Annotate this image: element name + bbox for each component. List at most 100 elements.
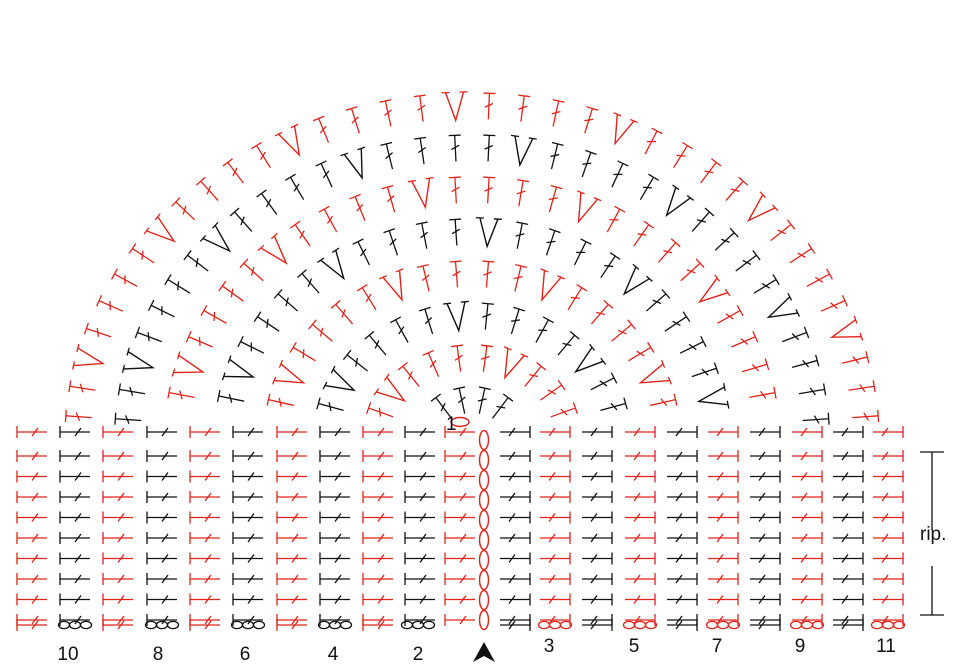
stitch-stem: [673, 145, 688, 168]
dc-stitch: [418, 306, 434, 335]
stitch-stem: [312, 323, 333, 342]
dc-stitch: [102, 614, 133, 626]
stitch-bar: [385, 152, 393, 159]
dc-stitch: [189, 491, 220, 503]
stitch-stem: [485, 261, 490, 288]
stitch-bar: [387, 195, 395, 203]
stitch-bar: [322, 170, 330, 179]
stitch-stem: [65, 415, 92, 419]
stitch-top: [617, 160, 629, 167]
dc-stitch: [59, 450, 90, 462]
dc-stitch: [625, 450, 656, 462]
dc-stitch: [404, 573, 435, 585]
stitch-bar: [161, 574, 169, 584]
stitch-stem: [611, 323, 632, 342]
stitch-bar: [307, 278, 313, 287]
dc-stitch: [750, 470, 781, 483]
v-shape: [324, 368, 357, 392]
stitch-top: [227, 355, 232, 364]
stitch-bar: [334, 451, 342, 461]
stitch-bar: [291, 595, 299, 604]
dc-stitch: [444, 450, 475, 462]
stitch-stem: [289, 176, 305, 200]
chain-oval: [789, 620, 803, 630]
stitch-bar: [419, 451, 427, 461]
stitch-top: [272, 376, 277, 385]
v-shape: [73, 347, 106, 367]
dc-stitch: [667, 552, 698, 565]
dc-stitch: [708, 614, 739, 626]
stitch-top: [557, 275, 566, 280]
stitch-bar: [548, 554, 556, 563]
stitch-top: [481, 302, 494, 305]
stitch-stem: [691, 367, 717, 378]
dc-stitch: [833, 573, 864, 585]
dc-stitch: [600, 252, 621, 279]
stitch-top: [270, 232, 278, 240]
dc-stitch: [873, 552, 904, 565]
stitch-stem: [260, 193, 278, 215]
stitch-bar: [652, 299, 662, 305]
stitch-bar: [334, 492, 342, 502]
stitch-top: [630, 118, 638, 124]
stitch-bar: [31, 595, 39, 604]
v-shape: [123, 351, 156, 370]
dc-stitch: [717, 305, 744, 324]
stitch-stem: [395, 319, 409, 343]
dc-stitch: [16, 450, 47, 462]
stitch-bar: [852, 356, 860, 364]
stitch-bar: [547, 389, 557, 395]
stitch-top: [117, 383, 122, 396]
stitch-top: [648, 173, 660, 181]
stitch-bar: [31, 492, 39, 502]
dc-stitch: [319, 573, 350, 585]
stitch-top: [71, 361, 76, 370]
dc-stitch: [667, 511, 698, 524]
dc-stitch: [540, 552, 571, 565]
stitch-bar: [161, 554, 169, 563]
dc-stitch: [200, 305, 227, 324]
stitch-top: [483, 176, 496, 179]
dc-stitch: [147, 299, 175, 318]
stitch-bar: [334, 554, 342, 563]
dc-stitch: [750, 511, 781, 524]
stitch-top: [183, 250, 192, 261]
stitch-bar: [881, 472, 889, 481]
stitch-bar: [291, 472, 299, 481]
stitch-bar: [758, 492, 766, 502]
stitch-bar: [637, 233, 647, 236]
dc-stitch: [453, 386, 466, 414]
stitch-bar: [206, 185, 212, 195]
stitch-bar: [354, 357, 359, 367]
stitch-bar: [204, 595, 212, 604]
dc-stitch: [183, 250, 209, 272]
stitch-bar: [758, 554, 766, 563]
stitch-bar: [686, 269, 696, 274]
chain-oval: [622, 620, 636, 630]
stitch-bar: [633, 574, 641, 584]
stitch-top: [815, 354, 820, 367]
stitch-bar: [228, 393, 233, 403]
stitch-bar: [377, 513, 385, 522]
stitch-bar: [675, 620, 683, 630]
dc-stitch: [540, 593, 571, 606]
stitch-bar: [841, 554, 849, 563]
dc-stitch: [753, 274, 780, 294]
stitch-bar: [419, 615, 427, 625]
stitch-top: [415, 221, 428, 226]
stitch-bar: [419, 492, 427, 502]
stitch-top: [147, 299, 155, 312]
stitch-top: [381, 184, 394, 190]
stitch-bar: [675, 595, 683, 604]
dc-stitch: [833, 552, 864, 565]
dc-stitch: [164, 274, 191, 294]
stitch-bar: [31, 533, 39, 543]
dc-stitch: [389, 316, 409, 343]
dc-stitch: [483, 176, 496, 204]
stitch-stem: [482, 345, 488, 372]
chain-oval: [559, 620, 573, 630]
dc-stitch: [873, 573, 904, 585]
chain-stitches: [537, 620, 573, 630]
stitch-bar: [814, 276, 824, 283]
stitch-bar: [374, 340, 380, 349]
